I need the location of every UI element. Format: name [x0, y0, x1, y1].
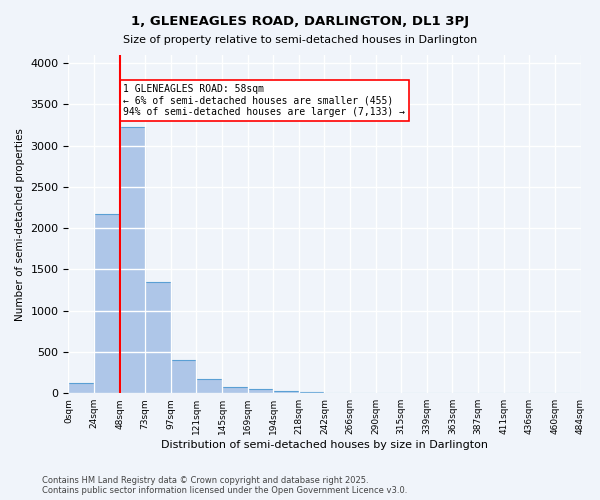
Text: Contains HM Land Registry data © Crown copyright and database right 2025.
Contai: Contains HM Land Registry data © Crown c… [42, 476, 407, 495]
X-axis label: Distribution of semi-detached houses by size in Darlington: Distribution of semi-detached houses by … [161, 440, 488, 450]
Bar [171, 360, 196, 393]
Text: 1, GLENEAGLES ROAD, DARLINGTON, DL1 3PJ: 1, GLENEAGLES ROAD, DARLINGTON, DL1 3PJ [131, 15, 469, 28]
Bar [196, 379, 222, 393]
Bar [68, 384, 94, 393]
Bar [248, 388, 273, 393]
Text: 1 GLENEAGLES ROAD: 58sqm
← 6% of semi-detached houses are smaller (455)
94% of s: 1 GLENEAGLES ROAD: 58sqm ← 6% of semi-de… [124, 84, 406, 117]
Bar [273, 390, 299, 393]
Y-axis label: Number of semi-detached properties: Number of semi-detached properties [15, 128, 25, 320]
Text: Size of property relative to semi-detached houses in Darlington: Size of property relative to semi-detach… [123, 35, 477, 45]
Bar [94, 214, 119, 393]
Bar [145, 282, 171, 393]
Bar [299, 392, 325, 393]
Bar [119, 127, 145, 393]
Bar [222, 386, 248, 393]
